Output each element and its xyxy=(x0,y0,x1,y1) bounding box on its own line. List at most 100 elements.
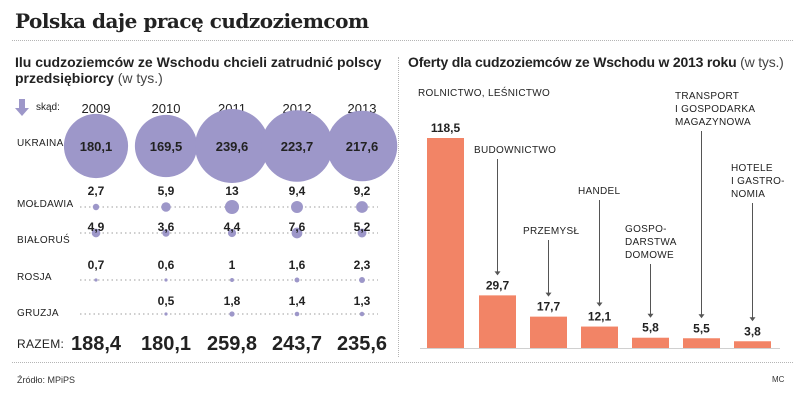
category-label-6: I GOSPODARKA xyxy=(675,104,755,115)
value-mołdawia-2010: 5,9 xyxy=(158,184,175,198)
value-gruzja-2012: 1,4 xyxy=(289,294,306,308)
category-label-7: NOMIA xyxy=(731,189,765,200)
pointer-arrow-7 xyxy=(749,317,756,322)
bubble-mołdawia-2011 xyxy=(224,199,240,215)
value-ukraina-2013: 217,6 xyxy=(346,139,379,154)
value-białoruś-2012: 7,6 xyxy=(289,220,306,234)
left-subtitle-unit: (w tys.) xyxy=(117,70,163,86)
bar-4 xyxy=(581,326,618,348)
bubble-białoruś-2012 xyxy=(291,227,303,239)
country-label-moldawia: MOŁDAWIA xyxy=(17,199,74,210)
bubble-białoruś-2013 xyxy=(357,228,367,238)
bubble-białoruś-2011 xyxy=(227,228,237,238)
value-rosja-2010: 0,6 xyxy=(158,258,175,272)
arrow-down-icon xyxy=(15,99,29,116)
country-label-rosja: ROSJA xyxy=(17,272,52,283)
bubble-gruzja-2011 xyxy=(229,311,235,317)
bubble-mołdawia-2012 xyxy=(291,201,303,213)
total-value-2013: 235,6 xyxy=(337,333,387,355)
bubble-gruzja-2010 xyxy=(164,312,168,316)
pointer-arrow-3 xyxy=(545,292,552,297)
value-mołdawia-2011: 13 xyxy=(225,184,239,198)
right-subtitle-text: Oferty dla cudzoziemców ze Wschodu w 201… xyxy=(408,54,737,70)
bubble-rosja-2009 xyxy=(94,278,98,282)
country-label-gruzja: GRUZJA xyxy=(17,308,59,319)
pointer-arrow-6 xyxy=(698,314,705,319)
bubble-ukraina-2011 xyxy=(195,109,269,183)
bar-value-label-6: 5,5 xyxy=(693,321,710,335)
value-rosja-2012: 1,6 xyxy=(289,258,306,272)
pointer-arrow-2 xyxy=(494,271,501,276)
bubble-mołdawia-2013 xyxy=(356,201,368,213)
bubble-rosja-2010 xyxy=(164,278,168,282)
bar-value-label-4: 12,1 xyxy=(588,310,612,324)
value-ukraina-2009: 180,1 xyxy=(80,139,113,154)
pointer-arrow-5 xyxy=(647,313,654,318)
panel-divider xyxy=(398,57,399,357)
value-mołdawia-2009: 2,7 xyxy=(88,184,105,198)
category-label-6: TRANSPORT xyxy=(675,91,739,102)
category-label-1: ROLNICTWO, LEŚNICTWO xyxy=(418,86,550,99)
bubble-białoruś-2010 xyxy=(162,229,170,237)
bubble-gruzja-2013 xyxy=(359,311,365,317)
category-label-7: I GASTRO- xyxy=(731,176,785,187)
category-label-6: MAGAZYNOWA xyxy=(675,117,751,128)
author-signature: MC xyxy=(772,375,785,384)
bubble-rosja-2012 xyxy=(294,277,300,283)
total-value-2011: 259,8 xyxy=(207,333,257,355)
country-label-bialorus: BIAŁORUŚ xyxy=(17,235,70,246)
value-białoruś-2010: 3,6 xyxy=(158,220,175,234)
bubble-rosja-2011 xyxy=(230,278,234,282)
bar-2 xyxy=(479,295,516,348)
bubble-gruzja-2012 xyxy=(294,311,300,317)
bar-7 xyxy=(734,341,771,348)
value-białoruś-2009: 4,9 xyxy=(88,220,105,234)
category-label-7: HOTELE xyxy=(731,163,773,174)
bubble-ukraina-2010 xyxy=(134,114,198,178)
bubble-ukraina-2009 xyxy=(63,113,129,179)
title-divider xyxy=(12,40,793,41)
category-label-2: BUDOWNICTWO xyxy=(474,145,556,156)
total-label: RAZEM: xyxy=(17,337,65,351)
bar-5 xyxy=(632,337,669,348)
left-chart-subtitle: Ilu cudzoziemców ze Wschodu chcieli zatr… xyxy=(15,54,395,86)
bubble-ukraina-2012 xyxy=(261,110,333,182)
total-value-2009: 188,4 xyxy=(71,333,122,355)
total-value-2010: 180,1 xyxy=(141,333,191,355)
value-gruzja-2013: 1,3 xyxy=(354,294,371,308)
value-rosja-2011: 1 xyxy=(229,258,236,272)
pointer-arrow-4 xyxy=(596,302,603,307)
bubble-rosja-2013 xyxy=(359,277,365,283)
from-label: skąd: xyxy=(36,102,60,113)
bar-value-label-3: 17,7 xyxy=(537,300,561,314)
value-ukraina-2011: 239,6 xyxy=(216,139,249,154)
page-title: Polska daje pracę cudzoziemcom xyxy=(15,9,369,33)
value-białoruś-2013: 5,2 xyxy=(354,220,371,234)
value-rosja-2013: 2,3 xyxy=(354,258,371,272)
category-label-5: DARSTWA xyxy=(625,237,677,248)
bubble-mołdawia-2010 xyxy=(161,202,171,212)
category-label-5: GOSPO- xyxy=(625,224,667,235)
value-ukraina-2010: 169,5 xyxy=(150,139,183,154)
value-ukraina-2012: 223,7 xyxy=(281,139,314,154)
value-mołdawia-2012: 9,4 xyxy=(289,184,306,198)
bubble-białoruś-2009 xyxy=(91,228,101,238)
bar-value-label-2: 29,7 xyxy=(486,278,510,292)
value-gruzja-2011: 1,8 xyxy=(224,294,241,308)
value-gruzja-2010: 0,5 xyxy=(158,294,175,308)
bubble-mołdawia-2009 xyxy=(92,203,100,211)
right-chart-subtitle: Oferty dla cudzoziemców ze Wschodu w 201… xyxy=(408,54,784,70)
value-rosja-2009: 0,7 xyxy=(88,258,105,272)
total-value-2012: 243,7 xyxy=(272,333,322,355)
year-label-2009: 2009 xyxy=(82,101,111,116)
year-label-2010: 2010 xyxy=(152,101,181,116)
footer-divider xyxy=(12,362,793,363)
bubble-ukraina-2013 xyxy=(326,110,398,182)
category-label-4: HANDEL xyxy=(578,186,621,197)
bar-value-label-7: 3,8 xyxy=(744,324,761,338)
bar-6 xyxy=(683,338,720,348)
category-label-3: PRZEMYSŁ xyxy=(523,226,579,237)
value-mołdawia-2013: 9,2 xyxy=(354,184,371,198)
bar-value-label-1: 118,5 xyxy=(431,121,461,135)
